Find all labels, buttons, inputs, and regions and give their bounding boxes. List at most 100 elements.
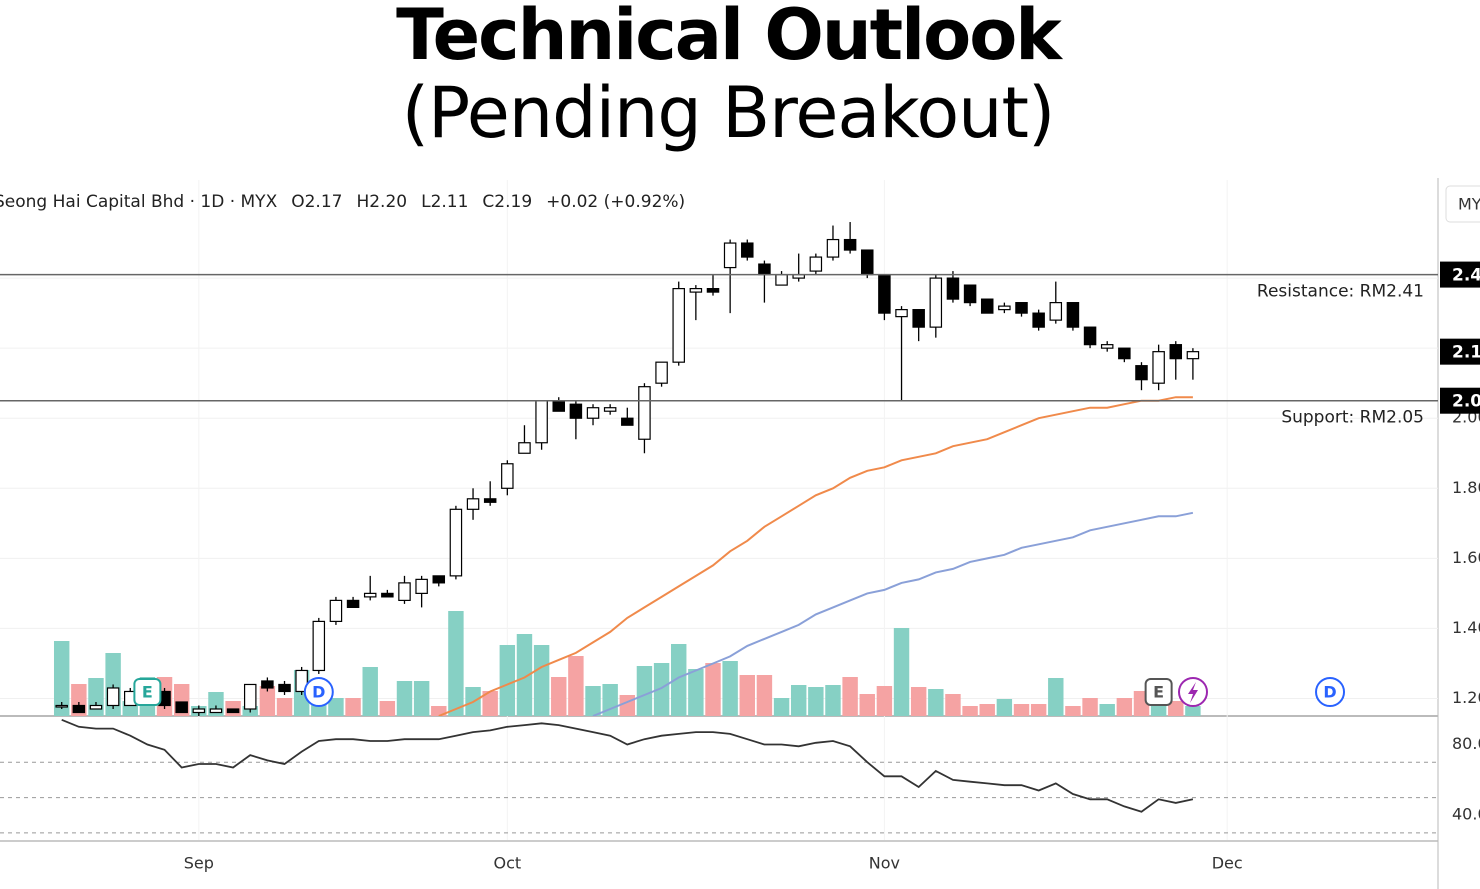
volume-bar bbox=[756, 675, 773, 716]
volume-bar bbox=[1185, 706, 1201, 716]
candle-body bbox=[706, 288, 720, 293]
x-tick-label: Nov bbox=[869, 854, 900, 873]
volume-bar bbox=[499, 645, 516, 716]
candle-body bbox=[843, 238, 857, 251]
candle-body bbox=[929, 277, 943, 328]
volume-bar bbox=[396, 681, 413, 716]
chart-subtitle: (Pending Breakout) bbox=[402, 72, 1055, 154]
candle-body bbox=[586, 407, 600, 419]
rsi-line bbox=[61, 718, 1194, 813]
candle-body bbox=[895, 309, 908, 318]
event-label: E bbox=[1153, 683, 1164, 702]
legend-value: +0.02 (+0.92%) bbox=[546, 192, 685, 212]
volume-bar bbox=[259, 686, 276, 716]
rsi-tick-label: 40.00 bbox=[1452, 805, 1480, 824]
y-tick-label: 1.40 bbox=[1452, 618, 1480, 637]
candle-body bbox=[363, 592, 377, 598]
symbol-label: Seong Hai Capital Bhd · 1D · MYX bbox=[0, 192, 278, 212]
volume-bar bbox=[1013, 704, 1030, 716]
volume-bar bbox=[910, 687, 927, 716]
candle-body bbox=[1015, 302, 1028, 314]
candle-body bbox=[106, 687, 120, 707]
volume-bar bbox=[551, 677, 567, 716]
volume-bar bbox=[893, 628, 910, 716]
candle-body bbox=[758, 263, 771, 276]
x-tick-label: Dec bbox=[1212, 854, 1243, 873]
legend-value: L2.11 bbox=[421, 192, 468, 212]
candle-body bbox=[278, 683, 291, 693]
volume-bar bbox=[585, 686, 601, 716]
candle-body bbox=[603, 407, 617, 412]
candle-body bbox=[72, 704, 86, 714]
volume-bar bbox=[842, 677, 858, 716]
event-badge bbox=[1144, 678, 1173, 706]
candle-body bbox=[1135, 365, 1148, 381]
candle-body bbox=[1083, 326, 1097, 346]
volume-bar bbox=[1048, 678, 1064, 716]
moving-average-line bbox=[438, 396, 1193, 716]
volume-bar bbox=[773, 698, 790, 716]
alert-bolt bbox=[1188, 682, 1198, 703]
candle-body bbox=[381, 592, 394, 598]
event-badge bbox=[133, 678, 162, 706]
price-label-box bbox=[1440, 338, 1480, 365]
header: Seong Hai Capital Bhd · 1D · MYX bbox=[0, 192, 278, 212]
candle-body bbox=[655, 361, 668, 384]
event-label: D bbox=[312, 683, 325, 702]
volume-bar bbox=[1168, 701, 1184, 716]
candle-body bbox=[312, 620, 326, 672]
price-label: 2.19 bbox=[1452, 343, 1480, 363]
candle-body bbox=[466, 498, 480, 510]
volume-bar bbox=[88, 678, 104, 716]
candle-body bbox=[861, 249, 874, 276]
candle-body bbox=[878, 273, 891, 314]
volume-bar bbox=[568, 656, 584, 716]
legend-value: C2.19 bbox=[482, 192, 532, 212]
x-tick-label: Sep bbox=[184, 854, 214, 873]
volume-bar bbox=[945, 694, 961, 716]
event-label: E bbox=[142, 683, 153, 702]
candle-body bbox=[1118, 347, 1131, 360]
currency-box bbox=[1445, 185, 1480, 223]
moving-average-line bbox=[592, 511, 1194, 716]
volume-bar bbox=[1116, 698, 1133, 716]
candle-body bbox=[1100, 344, 1114, 349]
volume-bar bbox=[790, 685, 807, 716]
grid bbox=[0, 180, 1438, 840]
volume-bar bbox=[431, 706, 447, 716]
level-label: Resistance: RM2.41 bbox=[1257, 282, 1424, 302]
price-label: 2.05 bbox=[1452, 392, 1480, 412]
candle-body bbox=[741, 242, 754, 258]
volume-bar bbox=[1099, 704, 1115, 716]
candle-body bbox=[1049, 302, 1063, 321]
candle-body bbox=[1169, 344, 1183, 360]
level-label: Support: RM2.05 bbox=[1281, 408, 1424, 428]
candle-body bbox=[569, 403, 583, 419]
volume-bar bbox=[739, 675, 755, 716]
candle-body bbox=[689, 288, 703, 293]
price-pane bbox=[53, 222, 1201, 716]
volume-bar bbox=[53, 641, 70, 716]
candle-body bbox=[998, 305, 1011, 311]
candle-body bbox=[432, 575, 446, 584]
candle-body bbox=[1066, 302, 1080, 328]
y-tick-label: 1.80 bbox=[1452, 478, 1480, 497]
volume-bar bbox=[876, 686, 893, 716]
volume-bar bbox=[996, 699, 1013, 716]
volume-bar bbox=[413, 681, 430, 716]
candle-body bbox=[501, 463, 514, 489]
volume-bar bbox=[979, 704, 995, 716]
candle-body bbox=[398, 582, 411, 601]
candle-body bbox=[226, 708, 240, 714]
volume-bar bbox=[516, 634, 533, 716]
candle-body bbox=[535, 400, 548, 444]
candle-body bbox=[723, 242, 737, 269]
price-label-box bbox=[1440, 261, 1480, 288]
volume-bar bbox=[362, 667, 378, 716]
volume-bar bbox=[533, 645, 550, 716]
volume-bar bbox=[1082, 698, 1098, 716]
volume-bar bbox=[448, 611, 464, 716]
candle-body bbox=[175, 701, 188, 714]
candle-body bbox=[89, 704, 103, 710]
rsi-pane bbox=[0, 718, 1438, 834]
